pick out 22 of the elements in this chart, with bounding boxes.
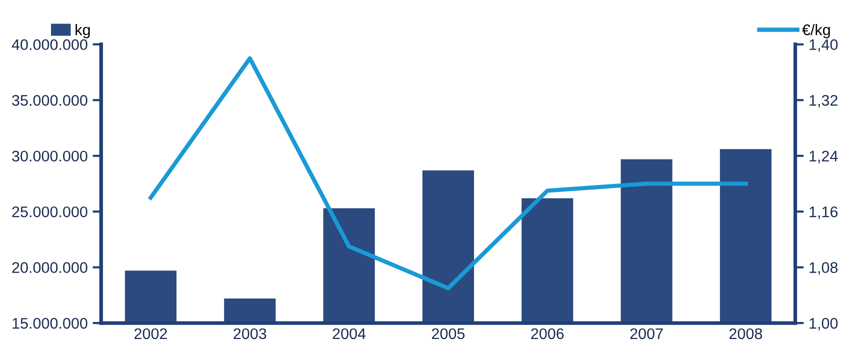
line-series [148,56,748,290]
y-tick-label: 20.000.000 [12,262,88,273]
y2-tick-label: 1,08 [810,262,838,275]
y2-tick-label: 1,32 [810,94,838,108]
y-tick-label: 35.000.000 [12,94,88,106]
x-tick-label: 2004 [332,328,366,340]
x-tick-label: 2007 [630,328,663,340]
y2-tick-label: 1,24 [810,150,838,164]
x-tick-label: 2008 [729,328,762,340]
x-tick-label: 2002 [134,328,167,340]
y-tick-label: 40.000.000 [12,39,88,50]
legend-label: €/kg [802,24,830,38]
legend-label: kg [76,24,90,38]
y2-tick-label: 1,00 [810,318,838,331]
y-tick-label: 25.000.000 [12,206,88,218]
x-tick-label: 2005 [432,328,465,340]
x-tick-label: 2006 [531,328,564,340]
y2-tick-label: 1,40 [810,39,838,52]
x-tick-label: 2003 [234,328,266,340]
y-tick-label: 15.000.000 [12,318,88,329]
y2-tick-label: 1,16 [810,206,838,220]
y-tick-label: 30.000.000 [12,150,88,162]
